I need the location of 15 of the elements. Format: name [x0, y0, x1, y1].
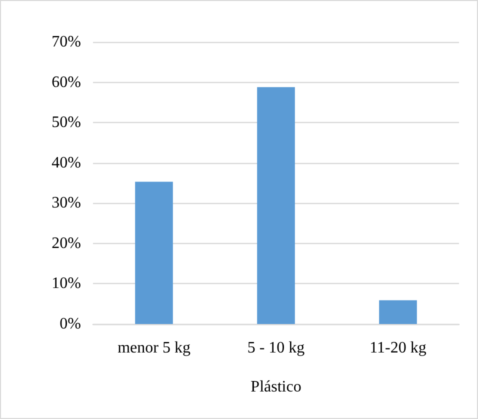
y-tick-label: 40%	[52, 154, 81, 172]
y-tick-label: 50%	[52, 114, 81, 132]
x-axis-title: Plástico	[250, 378, 302, 396]
y-tick-label: 0%	[60, 316, 81, 332]
y-tick-label: 30%	[52, 194, 81, 212]
x-tick-label: menor 5 kg	[118, 340, 190, 356]
y-tick-label: 20%	[52, 234, 81, 252]
x-tick-label: 11-20 kg	[370, 340, 426, 356]
bar	[379, 300, 417, 324]
bar	[135, 182, 173, 324]
y-tick-label: 70%	[52, 34, 81, 50]
bar	[257, 87, 295, 324]
y-tick-label: 10%	[52, 275, 81, 292]
y-tick-label: 60%	[52, 74, 81, 91]
x-tick-label: 5 - 10 kg	[247, 340, 305, 356]
